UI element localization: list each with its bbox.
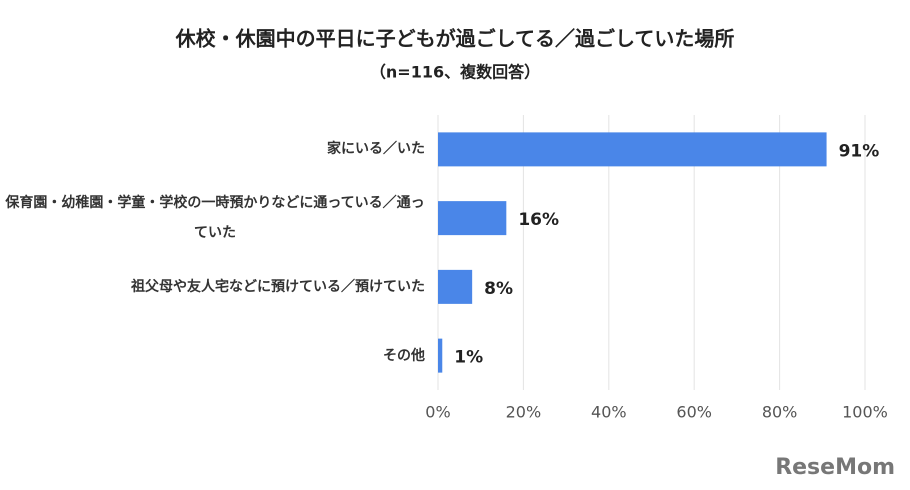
bar	[438, 338, 443, 373]
y-tick-label: 家にいる／いた	[327, 141, 425, 158]
y-tick-label: 祖父母や友人宅などに預けている／預けていた	[131, 278, 425, 295]
category-label-box: 祖父母や友人宅などに預けている／預けていた	[5, 272, 425, 302]
chart-subtitle: （n=116、複数回答）	[370, 63, 540, 82]
y-tick-label: 保育園・幼稚園・学童・学校の一時預かりなどに通っている／通っていた	[5, 195, 425, 242]
x-tick-label: 0%	[425, 403, 450, 422]
x-tick-label: 80%	[762, 403, 798, 422]
data-label: 16%	[518, 210, 559, 230]
category-label-box: 家にいる／いた	[5, 134, 425, 164]
category-label-box: 保育園・幼稚園・学童・学校の一時預かりなどに通っている／通っていた	[5, 188, 425, 248]
data-label: 91%	[839, 141, 880, 161]
x-tick-label: 60%	[676, 403, 712, 422]
bar	[438, 132, 827, 167]
x-tick-label: 100%	[842, 403, 888, 422]
x-tick-label: 40%	[591, 403, 627, 422]
data-label: 1%	[454, 348, 483, 368]
bar	[438, 269, 473, 304]
y-tick-label: その他	[383, 347, 425, 364]
x-tick-label: 20%	[506, 403, 542, 422]
category-label-box: その他	[5, 341, 425, 371]
watermark: ReseMom	[775, 455, 895, 480]
chart-title: 休校・休園中の平日に子どもが過ごしてる／過ごしていた場所	[175, 27, 735, 51]
bar	[438, 201, 507, 236]
data-label: 8%	[484, 279, 513, 299]
